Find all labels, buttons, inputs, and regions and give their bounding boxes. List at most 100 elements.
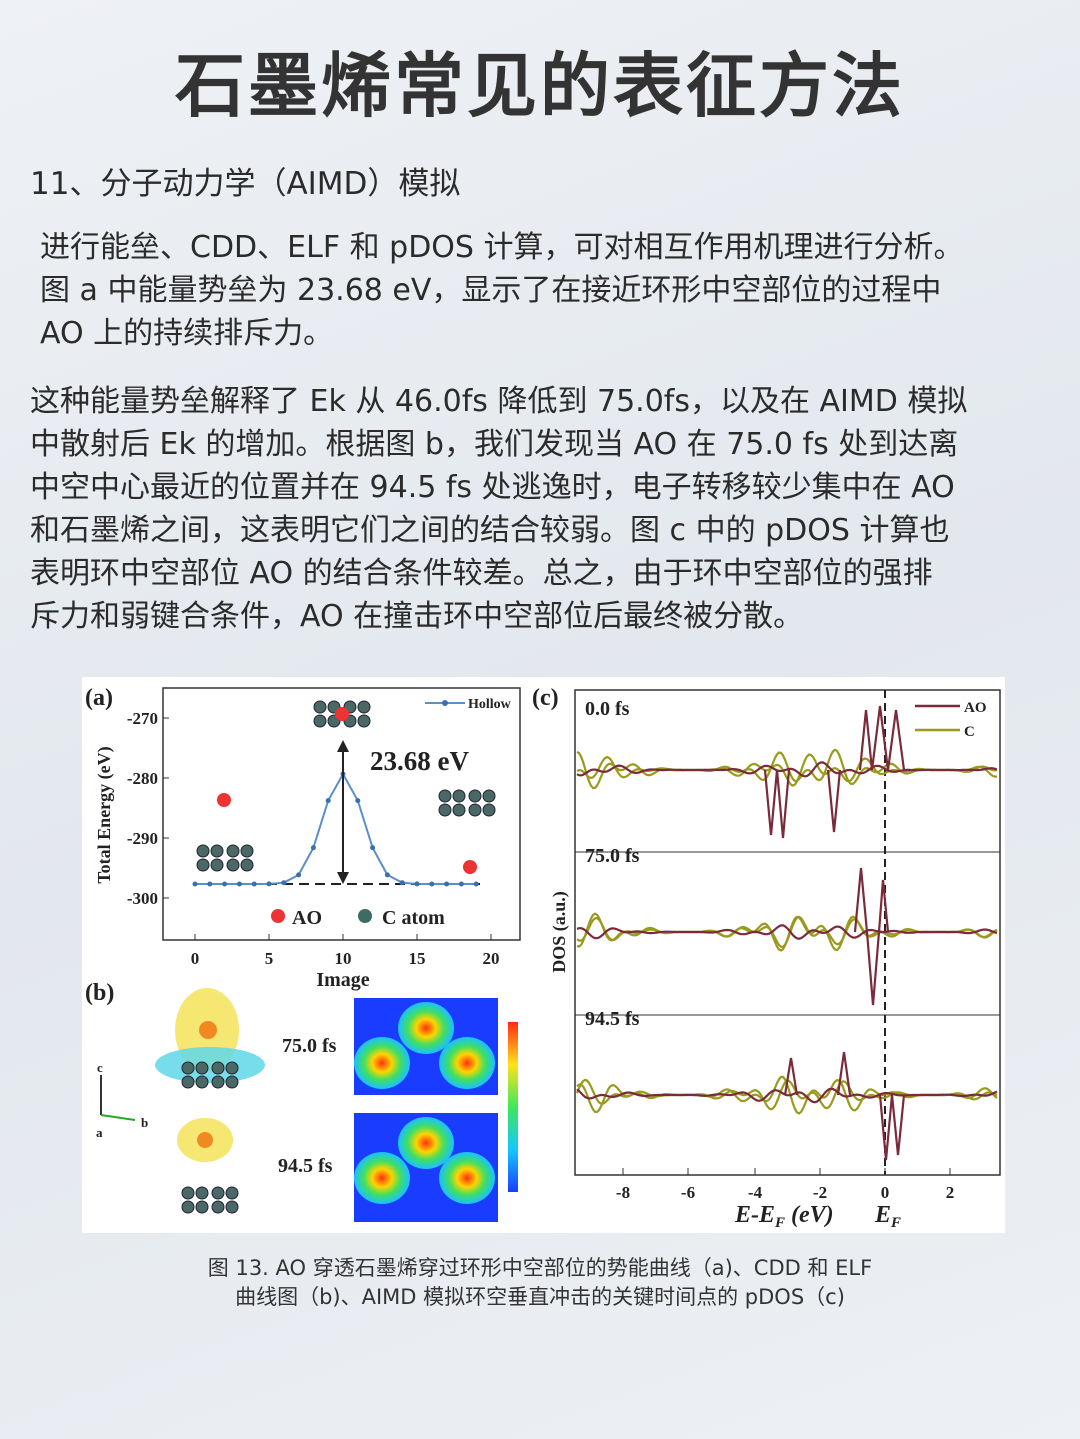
figure-text: -8 bbox=[616, 1183, 630, 1202]
atom-ao bbox=[335, 707, 349, 721]
atom bbox=[210, 844, 224, 858]
atom bbox=[226, 858, 240, 872]
caption-line: 曲线图（b)、AIMD 模拟环空垂直冲击的关键时间点的 pDOS（c) bbox=[235, 1285, 845, 1309]
atom bbox=[438, 789, 452, 803]
atom bbox=[211, 1075, 225, 1089]
arrow-head bbox=[337, 872, 349, 884]
atom bbox=[211, 1200, 225, 1214]
curve-point bbox=[325, 798, 331, 804]
figure-text: 75.0 fs bbox=[585, 845, 640, 867]
atom bbox=[468, 789, 482, 803]
atom-ao bbox=[217, 793, 231, 807]
figure-text: (a) bbox=[85, 685, 113, 711]
atom bbox=[226, 844, 240, 858]
figure-text: 75.0 fs bbox=[282, 1035, 337, 1057]
text-line: 这种能量势垒解释了 Ek 从 46.0fs 降低到 75.0fs，以及在 AIM… bbox=[30, 384, 968, 419]
figure-text: 23.68 eV bbox=[370, 746, 469, 776]
text-line: 进行能垒、CDD、ELF 和 pDOS 计算，可对相互作用机理进行分析。 bbox=[40, 230, 964, 265]
curve-point bbox=[355, 798, 361, 804]
atom bbox=[438, 803, 452, 817]
atom bbox=[181, 1075, 195, 1089]
figure-text: (b) bbox=[85, 980, 114, 1006]
label-part: (eV) bbox=[785, 1202, 834, 1228]
figure-text: -270 bbox=[127, 709, 158, 728]
figure-text: -290 bbox=[127, 829, 158, 848]
elf-blob bbox=[439, 1152, 495, 1204]
figure-text: -2 bbox=[813, 1183, 827, 1202]
text-line: AO 上的持续排斥力。 bbox=[40, 316, 334, 351]
atom bbox=[452, 789, 466, 803]
figure-text: 15 bbox=[409, 949, 426, 968]
figure-text: C atom bbox=[382, 907, 445, 929]
figure-text: Image bbox=[316, 969, 369, 991]
elf-blob bbox=[354, 1152, 410, 1204]
curve-point bbox=[222, 881, 228, 887]
figure-text: 5 bbox=[265, 949, 274, 968]
atom-ao bbox=[199, 1021, 217, 1039]
figure-text: C bbox=[964, 724, 975, 740]
elf-blob bbox=[398, 1002, 454, 1054]
figure-text: 2 bbox=[946, 1183, 955, 1202]
atom bbox=[181, 1061, 195, 1075]
figure-text: (c) bbox=[532, 685, 559, 711]
elf-blob bbox=[439, 1037, 495, 1089]
atom bbox=[211, 1061, 225, 1075]
curve-point bbox=[192, 881, 198, 887]
figure-text: DOS (a.u.) bbox=[549, 891, 570, 973]
atom bbox=[225, 1186, 239, 1200]
text-line: 表明环中空部位 AO 的结合条件较差。总之，由于环中空部位的强排 bbox=[30, 556, 933, 591]
atom bbox=[195, 1200, 209, 1214]
curve-point bbox=[399, 880, 405, 886]
curve-point bbox=[296, 872, 302, 878]
dos-curve bbox=[576, 1087, 998, 1104]
atom bbox=[225, 1061, 239, 1075]
paragraph: 这种能量势垒解释了 Ek 从 46.0fs 降低到 75.0fs，以及在 AIM… bbox=[30, 380, 967, 638]
colorbar bbox=[508, 1022, 518, 1192]
paragraph: 进行能垒、CDD、ELF 和 pDOS 计算，可对相互作用机理进行分析。图 a … bbox=[40, 226, 963, 355]
atom bbox=[196, 844, 210, 858]
atom bbox=[225, 1200, 239, 1214]
atom-ao bbox=[463, 860, 477, 874]
figure-text: c bbox=[97, 1060, 103, 1075]
axes-frame bbox=[574, 689, 1001, 1176]
legend-dot bbox=[442, 700, 448, 706]
figure-text: 0 bbox=[191, 949, 200, 968]
atom-ao bbox=[197, 1132, 213, 1148]
curve-point bbox=[310, 845, 316, 851]
figure-text: 0.0 fs bbox=[585, 698, 630, 720]
curve-point bbox=[236, 881, 242, 887]
atom bbox=[181, 1186, 195, 1200]
text-line: 中空中心最近的位置并在 94.5 fs 处逃逸时，电子转移较少集中在 AO bbox=[30, 470, 955, 505]
curve-point bbox=[384, 872, 390, 878]
key-c bbox=[358, 909, 372, 923]
curve-point bbox=[251, 881, 257, 887]
figure-text: AO bbox=[292, 907, 322, 929]
curve-point bbox=[281, 880, 287, 886]
dos-peaks bbox=[763, 705, 906, 839]
atom bbox=[482, 789, 496, 803]
atom bbox=[313, 714, 327, 728]
axes-frame bbox=[162, 687, 521, 941]
dos-curve bbox=[576, 761, 998, 778]
figure-text: 0 bbox=[881, 1183, 890, 1202]
figure-text: -4 bbox=[748, 1183, 763, 1202]
atom bbox=[482, 803, 496, 817]
atom bbox=[195, 1186, 209, 1200]
caption: 图 13. AO 穿透石墨烯穿过环形中空部位的势能曲线（a)、CDD 和 ELF… bbox=[0, 1254, 1080, 1312]
text-line: 图 a 中能量势垒为 23.68 eV，显示了在接近环形中空部位的过程中 bbox=[40, 273, 942, 308]
atom bbox=[225, 1075, 239, 1089]
figure-text: 94.5 fs bbox=[278, 1155, 333, 1177]
curve-point bbox=[444, 881, 450, 887]
figure-text: Hollow bbox=[468, 697, 512, 712]
atom bbox=[313, 700, 327, 714]
atom bbox=[211, 1186, 225, 1200]
atom bbox=[240, 858, 254, 872]
atom bbox=[357, 700, 371, 714]
figure-text: AO bbox=[964, 700, 987, 716]
figure-text: Total Energy (eV) bbox=[94, 746, 115, 883]
curve-point bbox=[207, 881, 213, 887]
atom bbox=[195, 1075, 209, 1089]
figure-text: -6 bbox=[681, 1183, 695, 1202]
